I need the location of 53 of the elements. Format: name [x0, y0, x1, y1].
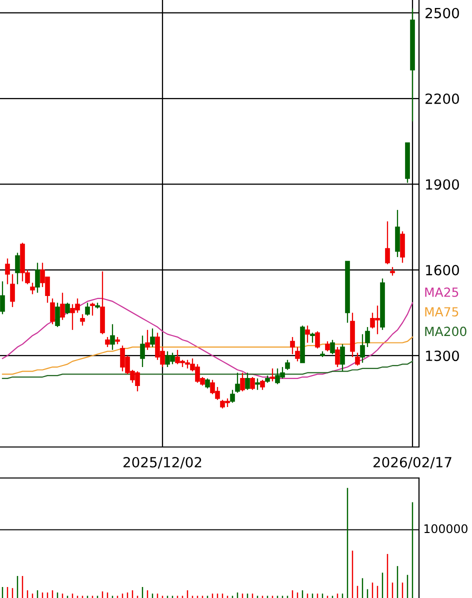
candlestick — [360, 334, 365, 364]
y-tick-label: 2500 — [426, 8, 459, 18]
candlestick — [290, 336, 295, 355]
x-tick-label: 2025/12/02 — [123, 456, 202, 469]
candlestick — [230, 389, 235, 404]
text: 100000 — [424, 524, 468, 534]
series-label: MA75 — [425, 307, 458, 317]
candlestick — [235, 372, 240, 394]
candlestick — [315, 330, 320, 350]
candlestick — [85, 302, 90, 316]
text: MA200 — [425, 326, 466, 336]
candlestick — [310, 332, 315, 344]
y-tick-label: 1300 — [426, 350, 459, 362]
candlestick — [250, 376, 255, 390]
candlestick — [15, 252, 20, 285]
candlestick — [330, 339, 335, 355]
y-tick-label: 2200 — [426, 94, 459, 104]
candlestick — [10, 274, 15, 308]
candlestick — [355, 352, 360, 366]
candlestick — [150, 328, 155, 348]
y-tick-label: 1900 — [426, 179, 459, 190]
candlestick — [35, 262, 40, 294]
candlestick — [205, 378, 210, 389]
x-tick-label: 2026/02/17 — [373, 456, 452, 469]
candlestick — [60, 292, 65, 320]
candlestick — [105, 336, 110, 348]
candlestick — [335, 346, 340, 368]
candlestick — [340, 344, 345, 372]
candlestick — [0, 280, 5, 315]
candlestick — [90, 302, 95, 316]
candlestick — [285, 359, 290, 370]
candlestick — [30, 282, 35, 295]
candlestick — [325, 340, 330, 352]
candlestick — [400, 230, 405, 264]
candlestick — [255, 378, 260, 390]
candlestick — [65, 302, 70, 315]
candlestick — [50, 298, 55, 325]
candlestick — [55, 302, 60, 328]
candlestick — [305, 325, 310, 344]
candlestick — [240, 372, 245, 392]
candlestick — [110, 324, 115, 350]
candlestick — [80, 314, 85, 326]
y-tick-label: 1600 — [426, 264, 459, 276]
candlestick — [385, 220, 390, 265]
candlestick — [5, 258, 10, 285]
candlestick — [245, 372, 250, 390]
candlestick — [260, 379, 265, 390]
candlestick — [365, 326, 370, 348]
candlestick — [145, 329, 150, 350]
series-label: MA25 — [425, 287, 458, 297]
candlestick — [270, 368, 275, 382]
candlestick — [295, 346, 300, 362]
candlestick — [140, 335, 145, 368]
